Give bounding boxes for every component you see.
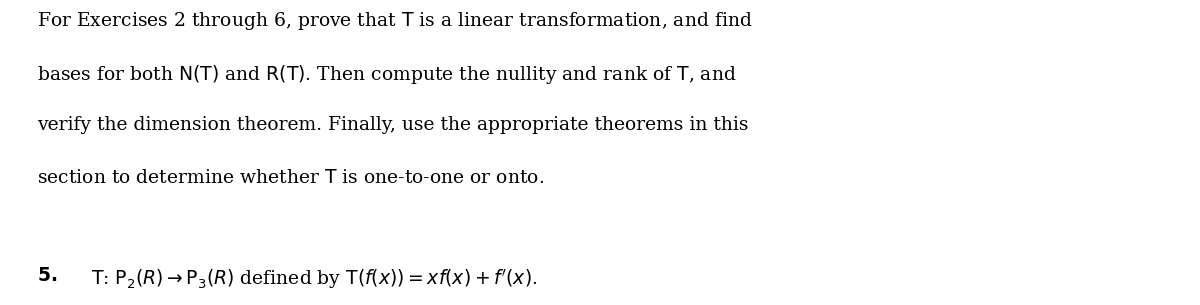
Text: $\mathsf{T}$: $\mathrm{P}_2(R) \rightarrow \mathrm{P}_3(R)$ defined by $\mathsf{: $\mathsf{T}$: $\mathrm{P}_2(R) \rightarr… <box>91 267 538 291</box>
Text: For Exercises 2 through 6, prove that $\mathsf{T}$ is a linear transformation, a: For Exercises 2 through 6, prove that $\… <box>37 10 752 32</box>
Text: section to determine whether $\mathsf{T}$ is one-to-one or onto.: section to determine whether $\mathsf{T}… <box>37 169 545 187</box>
Text: verify the dimension theorem. Finally, use the appropriate theorems in this: verify the dimension theorem. Finally, u… <box>37 116 749 134</box>
Text: bases for both $\mathsf{N(T)}$ and $\mathsf{R(T)}$. Then compute the nullity and: bases for both $\mathsf{N(T)}$ and $\mat… <box>37 63 737 86</box>
Text: $\mathbf{5.}$: $\mathbf{5.}$ <box>37 267 58 285</box>
